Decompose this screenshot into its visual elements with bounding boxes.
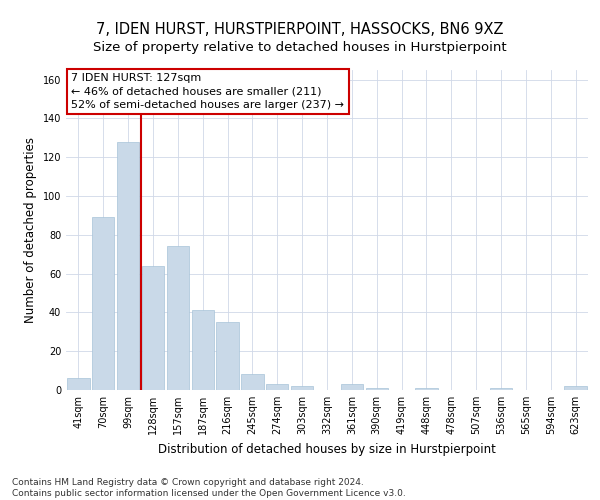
Bar <box>266 384 289 390</box>
Bar <box>142 266 164 390</box>
Bar <box>241 374 263 390</box>
Bar <box>167 246 189 390</box>
Bar <box>291 386 313 390</box>
Bar <box>341 384 363 390</box>
Bar <box>217 322 239 390</box>
Bar <box>565 386 587 390</box>
Bar <box>92 218 115 390</box>
Bar <box>117 142 139 390</box>
Bar <box>490 388 512 390</box>
Text: Size of property relative to detached houses in Hurstpierpoint: Size of property relative to detached ho… <box>93 41 507 54</box>
Text: 7 IDEN HURST: 127sqm
← 46% of detached houses are smaller (211)
52% of semi-deta: 7 IDEN HURST: 127sqm ← 46% of detached h… <box>71 73 344 110</box>
Text: Contains HM Land Registry data © Crown copyright and database right 2024.
Contai: Contains HM Land Registry data © Crown c… <box>12 478 406 498</box>
Bar <box>365 388 388 390</box>
X-axis label: Distribution of detached houses by size in Hurstpierpoint: Distribution of detached houses by size … <box>158 442 496 456</box>
Bar <box>191 310 214 390</box>
Y-axis label: Number of detached properties: Number of detached properties <box>24 137 37 323</box>
Text: 7, IDEN HURST, HURSTPIERPOINT, HASSOCKS, BN6 9XZ: 7, IDEN HURST, HURSTPIERPOINT, HASSOCKS,… <box>96 22 504 38</box>
Bar <box>67 378 89 390</box>
Bar <box>415 388 437 390</box>
